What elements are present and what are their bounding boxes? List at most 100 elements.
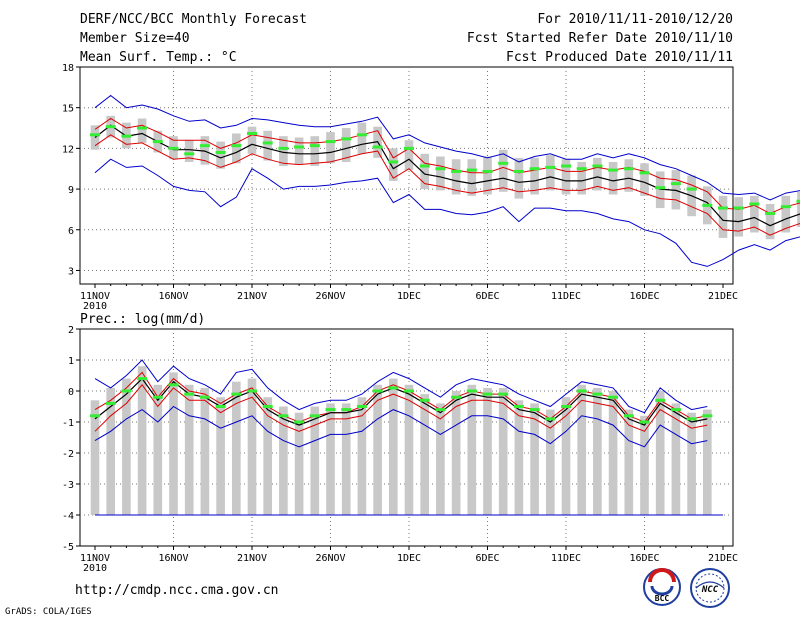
precip-xtick-label: 21NOV: [237, 553, 267, 564]
temp-box: [577, 161, 587, 195]
precip-box: [231, 381, 241, 515]
precip-box: [106, 387, 116, 515]
started-date: Fcst Started Refer Date 2010/11/10: [467, 31, 733, 46]
temp-box: [279, 136, 288, 167]
temp-xtick-label: 1DEC: [397, 291, 421, 302]
temp-box: [263, 130, 273, 161]
source-url: http://cmdp.ncc.cma.gov.cn: [75, 583, 279, 598]
temp-box: [530, 157, 539, 195]
precip-plot-frame: [79, 328, 734, 547]
precip-box: [640, 415, 649, 515]
forecast-period: For 2010/11/11-2010/12/20: [537, 12, 733, 27]
precip-box: [514, 400, 524, 515]
temp-box: [734, 197, 744, 237]
precip-box: [561, 397, 571, 515]
temp-xtick-label: 11DEC: [551, 291, 581, 302]
temp-max-line: [94, 94, 800, 201]
precip-meanplus-minus-sd-line: [94, 371, 708, 423]
precip-box: [655, 391, 665, 515]
temp-ytick-label: 6: [68, 226, 74, 237]
precip-xtick-label: 21DEC: [708, 553, 738, 564]
temp-box: [498, 149, 508, 192]
precip-xtick-label: 1DEC: [397, 553, 421, 564]
precip-box: [247, 378, 257, 515]
precip-box: [624, 409, 634, 515]
temp-box: [765, 203, 775, 240]
temp-box: [436, 156, 445, 191]
temp-xtick-label: 11NOV: [80, 291, 110, 302]
temp-ytick-label: 3: [68, 266, 74, 277]
temp-xtick-label: 6DEC: [475, 291, 499, 302]
temp-box: [184, 140, 194, 162]
temp-xtick-label: 16DEC: [629, 291, 659, 302]
temp-box: [326, 132, 335, 164]
temp-box: [640, 163, 649, 196]
precip-box: [184, 384, 194, 515]
precip-box: [263, 397, 273, 515]
precip-box: [593, 387, 602, 515]
temp-box: [467, 159, 477, 196]
precip-box: [169, 372, 178, 515]
precip-ytick-label: 2: [68, 325, 74, 336]
precip-box: [357, 397, 367, 515]
precip-box: [279, 406, 288, 515]
precip-ytick-label: -3: [62, 480, 74, 491]
temp-box: [247, 126, 257, 154]
temp-ytick-label: 9: [68, 185, 74, 196]
precip-box: [310, 406, 320, 515]
precip-box: [200, 387, 210, 515]
temp-box: [483, 156, 492, 195]
temp-box: [341, 128, 351, 162]
precip-box: [530, 403, 539, 515]
precip-box: [153, 384, 163, 515]
precip-box: [687, 412, 696, 515]
temp-box: [90, 125, 100, 150]
precip-ytick-label: 0: [68, 387, 74, 398]
member-size: Member Size=40: [80, 31, 190, 46]
temp-box: [561, 159, 571, 195]
precip-box: [326, 403, 335, 515]
temp-mean-minus-sd-line: [94, 134, 800, 236]
precip-box: [545, 409, 555, 515]
precip-ytick-label: -1: [62, 418, 74, 429]
precip-box: [702, 409, 712, 515]
variable-label: Mean Surf. Temp.: °C: [80, 50, 237, 65]
temp-mean-line: [94, 124, 800, 227]
precip-xtick-label: 11NOV: [80, 553, 110, 564]
temp-xtick-label: 16NOV: [158, 291, 188, 302]
precip-max-line: [94, 359, 708, 414]
temp-box: [200, 136, 210, 165]
temp-meanplus-minus-sd-line: [94, 117, 800, 215]
precip-box: [137, 366, 147, 515]
precip-box: [216, 397, 225, 515]
temp-min-line: [94, 158, 800, 267]
precip-xtick-label: 16NOV: [158, 553, 188, 564]
precip-box: [483, 387, 492, 515]
precip-ytick-label: -2: [62, 449, 74, 460]
precip-box: [608, 391, 618, 515]
precip-box: [90, 400, 100, 515]
temp-box: [593, 157, 602, 191]
precip-box: [122, 378, 131, 515]
temp-ytick-label: 15: [62, 104, 74, 115]
ncc-logo-text: NCC: [701, 585, 719, 595]
precip-min-line: [94, 405, 708, 448]
temp-box: [545, 155, 555, 191]
temp-box: [294, 137, 304, 165]
temp-box: [310, 136, 320, 167]
temp-box: [781, 195, 791, 233]
precip-box: [294, 412, 304, 515]
temperature-panel: 11NOV 16NOV 21NOV 26NOV 1DEC 6DEC 11DEC 16DEC 21…: [62, 63, 800, 312]
produced-date: Fcst Produced Date 2010/11/11: [506, 50, 733, 65]
precip-box: [451, 391, 461, 515]
precip-xtick-label: 6DEC: [475, 553, 499, 564]
temp-box: [655, 171, 665, 209]
precip-box: [420, 394, 430, 515]
temp-box: [608, 161, 618, 195]
temp-box: [624, 159, 634, 192]
precip-box: [373, 384, 382, 515]
precip-ytick-label: -4: [62, 511, 74, 522]
temp-box: [514, 157, 524, 199]
precip-ytick-label: 1: [68, 356, 74, 367]
